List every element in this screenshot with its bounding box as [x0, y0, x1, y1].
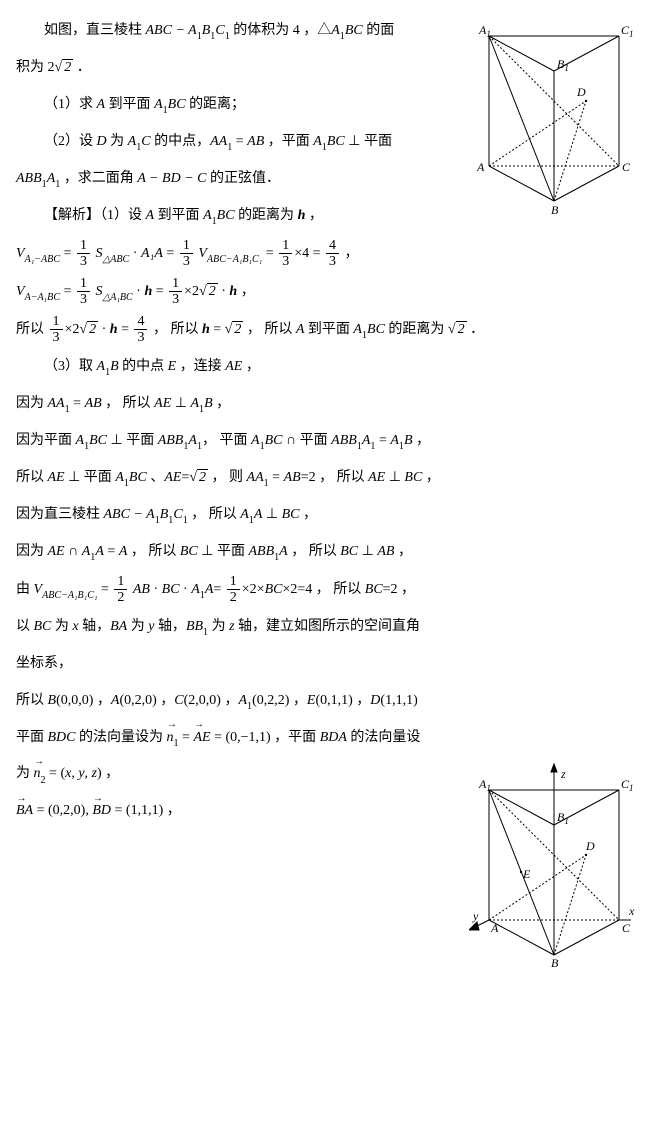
solution-s7b: 坐标系，: [16, 649, 476, 680]
fig1-B1-sub: 1: [564, 63, 569, 73]
solution-s2: 因为平面 A1BC ⊥ 平面 ABB1A1， 平面 A1BC ∩ 平面 ABB1…: [16, 426, 643, 457]
math-page: A1 C1 B1 D A C B 如图，直三棱柱 ABC − A1B1C1 的体…: [16, 16, 643, 827]
solution-eq1: VA₁−ABC = 13 S△ABC · A₁A = 13 VABC−A₁B₁C…: [16, 238, 643, 270]
svg-text:A: A: [490, 921, 499, 935]
svg-text:C: C: [622, 921, 631, 935]
problem-part-1: （1）求 A 到平面 A1BC 的距离；: [16, 90, 476, 121]
fig1-B-label: B: [551, 203, 559, 216]
solution-s9: 平面 BDC 的法向量设为 n1 = AE = (0,−1,1) ，平面 BDA…: [16, 723, 476, 754]
solution-s3: 所以 AE ⊥ 平面 A1BC 、AE=√2 ， 则 AA1 = AB=2 ， …: [16, 463, 643, 494]
problem-part-2a: （2）设 D 为 A1C 的中点，AA1 = AB ，平面 A1BC ⊥ 平面: [16, 127, 476, 158]
svg-text:B1: B1: [557, 57, 569, 73]
solution-p3: （3）取 A1B 的中点 E ，连接 AE ，: [16, 352, 643, 383]
problem-line-2: 积为 2√2 ．: [16, 53, 476, 84]
fig1-A1-sub: 1: [486, 29, 491, 39]
svg-text:D: D: [585, 839, 595, 853]
svg-text:A1: A1: [478, 23, 491, 39]
svg-text:z: z: [560, 767, 566, 781]
svg-text:C1: C1: [621, 23, 634, 39]
solution-s4: 因为直三棱柱 ABC − A1B1C1 ， 所以 A1A ⊥ BC ，: [16, 500, 643, 531]
svg-text:x: x: [628, 904, 635, 918]
svg-text:E: E: [522, 867, 531, 881]
solution-s1: 因为 AA1 = AB ， 所以 AE ⊥ A1B ，: [16, 389, 643, 420]
svg-text:B: B: [551, 956, 559, 970]
solution-s7a: 以 BC 为 x 轴，BA 为 y 轴，BB1 为 z 轴，建立如图所示的空间直…: [16, 612, 476, 643]
svg-text:C1: C1: [621, 777, 634, 793]
svg-text:B1: B1: [557, 810, 569, 826]
solution-eq2: VA−A₁BC = 13 S△A₁BC · h = 13×2√2 · h ，: [16, 276, 643, 308]
fig1-D-label: D: [576, 85, 586, 99]
svg-text:A1: A1: [478, 777, 491, 793]
fig1-A-label: A: [476, 160, 485, 174]
figure-1: A1 C1 B1 D A C B: [469, 16, 639, 216]
solution-s5: 因为 AE ∩ A1A = A ， 所以 BC ⊥ 平面 ABB1A ， 所以 …: [16, 537, 643, 568]
fig1-C1-sub: 1: [629, 29, 634, 39]
problem-line-1: 如图，直三棱柱 ABC − A1B1C1 的体积为 4 ，△A1BC 的面: [16, 16, 476, 47]
fig1-C-label: C: [622, 160, 631, 174]
solution-s6: 由 VABC−A₁B₁C₁ = 12 AB · BC · A1A= 12×2×B…: [16, 574, 476, 606]
svg-text:y: y: [472, 909, 479, 923]
solution-eq3: 所以 13×2√2 · h = 43 ， 所以 h = √2 ， 所以 A 到平…: [16, 314, 643, 346]
solution-s8: 所以 B(0,0,0) ，A(0,2,0) ，C(2,0,0) ，A1(0,2,…: [16, 686, 476, 717]
figure-2: A1 C1 B1 D E A C B z y x: [469, 760, 639, 970]
